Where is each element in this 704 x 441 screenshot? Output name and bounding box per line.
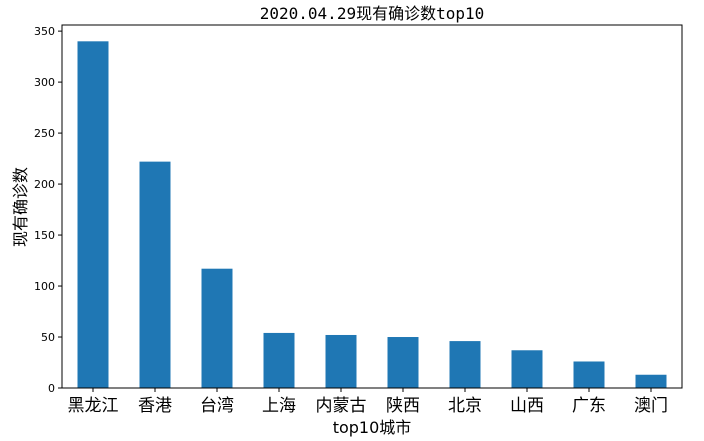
bar-2	[201, 268, 233, 388]
bar-5	[387, 337, 419, 388]
bar-0	[77, 41, 109, 388]
chart-title: 2020.04.29现有确诊数top10	[260, 4, 485, 23]
y-tick-label-5: 250	[34, 127, 55, 140]
x-tick-label-8: 广东	[572, 396, 606, 416]
x-tick-label-5: 陕西	[386, 396, 420, 416]
y-tick-label-3: 150	[34, 229, 55, 242]
bar-1	[139, 161, 171, 388]
x-tick-label-6: 北京	[448, 396, 482, 416]
bar-6	[449, 341, 481, 388]
bar-7	[511, 350, 543, 388]
y-tick-label-4: 200	[34, 178, 55, 191]
x-tick-label-0: 黑龙江	[68, 396, 119, 416]
y-tick-label-7: 350	[34, 25, 55, 38]
y-tick-label-6: 300	[34, 76, 55, 89]
x-tick-label-2: 台湾	[200, 396, 234, 416]
x-tick-label-7: 山西	[510, 396, 544, 416]
bar-3	[263, 332, 295, 388]
y-axis-title: 现有确诊数	[11, 167, 30, 247]
bars-group	[77, 41, 667, 388]
x-tick-label-3: 上海	[262, 396, 296, 416]
x-tick-label-1: 香港	[138, 396, 172, 416]
y-tick-label-0: 0	[48, 382, 55, 395]
bar-4	[325, 334, 357, 388]
y-tick-label-2: 100	[34, 280, 55, 293]
y-axis: 0 50 100 150 200 250 300 350	[34, 25, 62, 395]
x-tick-label-4: 内蒙古	[316, 396, 367, 416]
bar-9	[635, 374, 667, 388]
x-axis: 黑龙江 香港 台湾 上海 内蒙古 陕西 北京 山西 广东 澳门	[68, 388, 668, 416]
x-tick-label-9: 澳门	[634, 396, 668, 416]
y-tick-label-1: 50	[41, 331, 55, 344]
bar-8	[573, 361, 605, 388]
x-axis-title: top10城市	[333, 418, 412, 437]
plot-frame	[61, 24, 683, 389]
